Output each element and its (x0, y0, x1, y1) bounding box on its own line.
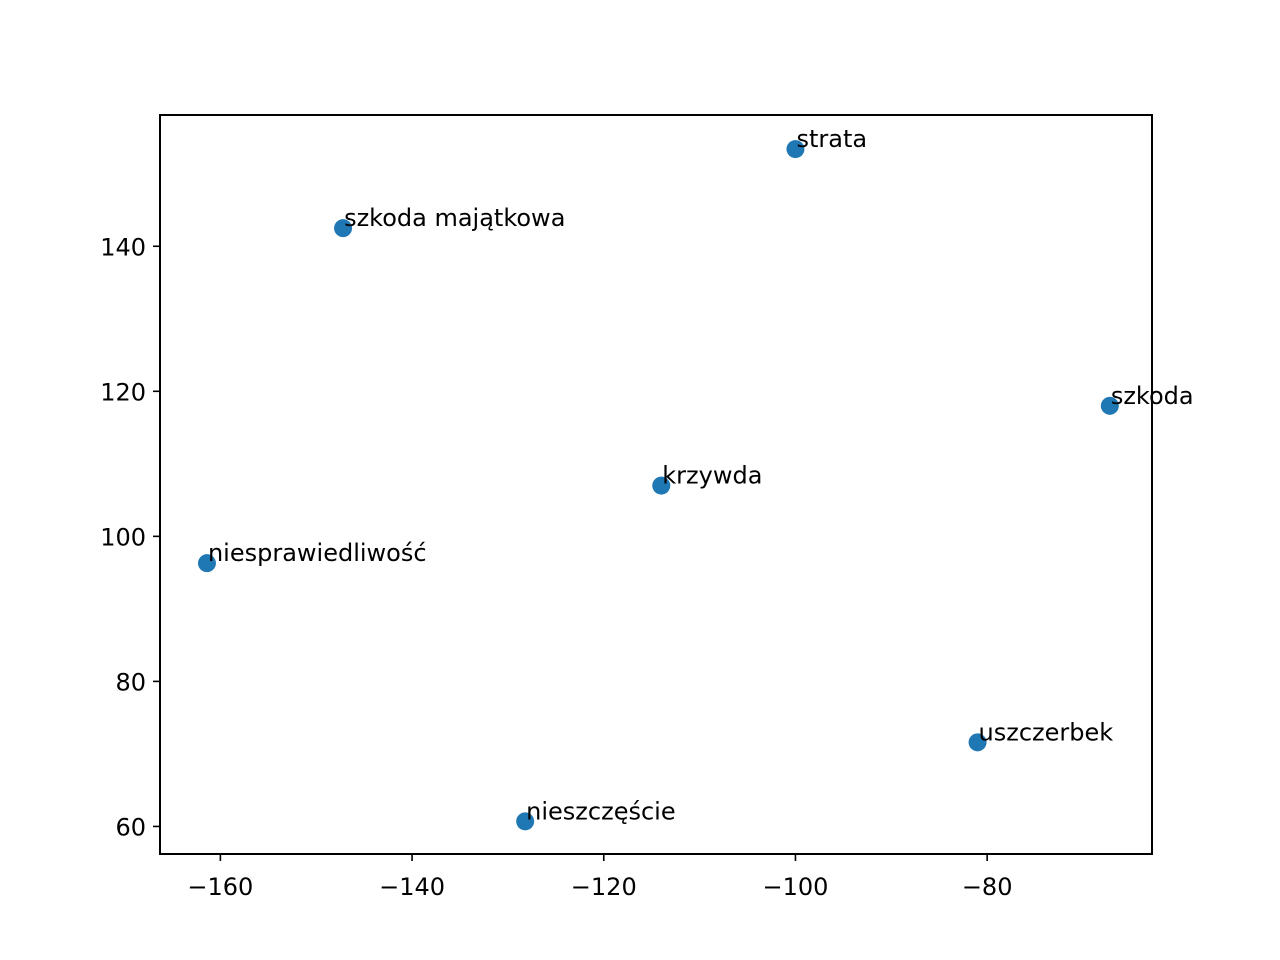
scatter-point (516, 812, 535, 831)
scatter-point (1100, 396, 1119, 415)
y-tick-label: 140 (100, 233, 146, 261)
point-label: szkoda majątkowa (344, 204, 565, 232)
x-tick-label: −140 (379, 873, 445, 901)
point-label: uszczerbek (979, 718, 1114, 746)
y-tick-label: 60 (115, 813, 146, 841)
x-tick-label: −80 (962, 873, 1013, 901)
plot-frame (159, 114, 1153, 855)
x-tick-label: −160 (187, 873, 253, 901)
point-label: krzywda (662, 462, 762, 490)
point-label: nieszczęście (526, 797, 675, 825)
y-tick-label: 120 (100, 378, 146, 406)
x-axis: −160 −140 −120 −100 −80 (187, 854, 1012, 901)
y-axis: 60 80 100 120 140 (100, 233, 160, 841)
point-label: niesprawiedliwość (208, 539, 427, 567)
y-tick-label: 80 (115, 668, 146, 696)
x-tick-label: −120 (571, 873, 637, 901)
y-tick-label: 100 (100, 523, 146, 551)
scatter-point (334, 219, 353, 238)
point-label: strata (796, 125, 867, 153)
scatter-point (652, 476, 671, 495)
scatter-point (197, 554, 216, 573)
x-tick-label: −100 (762, 873, 828, 901)
scatter-point (786, 140, 805, 159)
scatter-point (968, 733, 987, 752)
data-points (197, 140, 1119, 831)
